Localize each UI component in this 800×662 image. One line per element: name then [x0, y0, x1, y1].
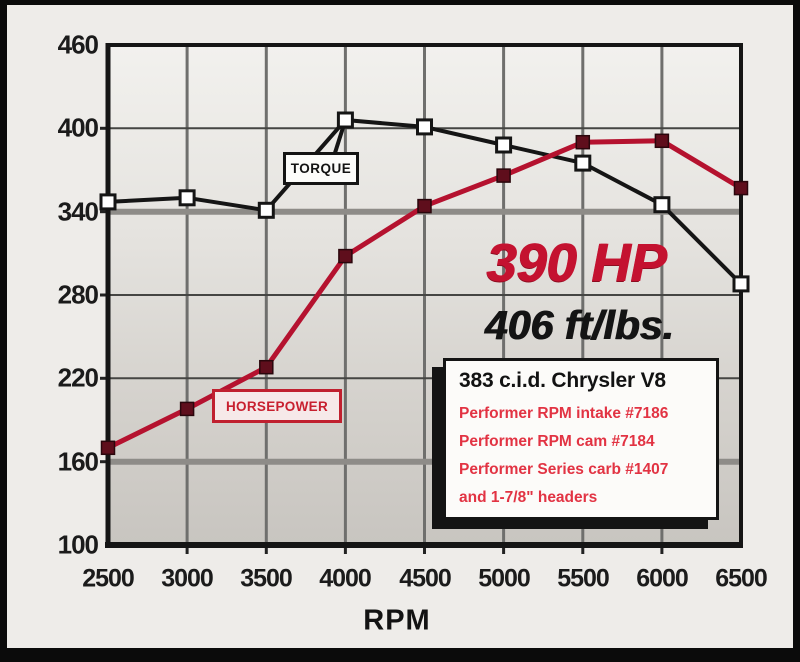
x-tick-label: 3000 [161, 564, 214, 593]
image-border-top [0, 0, 800, 5]
x-tick-label: 4000 [319, 564, 372, 593]
torque-series-label-box: TORQUE [283, 152, 359, 185]
peak-torque-callout: 406 ft/lbs. [484, 302, 674, 348]
y-tick-label: 220 [57, 362, 99, 393]
y-tick-label: 340 [57, 196, 99, 227]
x-tick-label: 4500 [399, 564, 452, 593]
engine-title: 383 c.i.d. Chrysler V8 [459, 369, 666, 392]
x-tick-label: 6500 [715, 564, 768, 593]
spec-line-cam: Performer RPM cam #7184 [459, 433, 655, 450]
image-border-bottom [0, 648, 800, 662]
y-tick-label: 460 [57, 29, 99, 60]
peak-horsepower-callout: 390 HP [485, 233, 667, 293]
horsepower-series-label-box: HORSEPOWER [212, 389, 342, 423]
horsepower-series-label: HORSEPOWER [225, 398, 328, 414]
y-tick-label: 280 [57, 279, 99, 310]
x-tick-label: 5500 [557, 564, 610, 593]
torque-series-label: TORQUE [290, 161, 352, 176]
spec-line-headers: and 1-7/8" headers [459, 489, 598, 506]
y-tick-label: 100 [57, 529, 99, 560]
image-border-right [793, 0, 800, 662]
spec-line-carb: Performer Series carb #1407 [459, 461, 669, 478]
spec-line-intake: Performer RPM intake #7186 [459, 405, 669, 422]
y-tick-label: 160 [57, 446, 99, 477]
image-border-left [0, 0, 7, 662]
x-tick-label: 3500 [240, 564, 293, 593]
engine-spec-box: 383 c.i.d. Chrysler V8 Performer RPM int… [443, 358, 719, 520]
x-tick-label: 5000 [478, 564, 531, 593]
x-tick-label: 2500 [82, 564, 135, 593]
x-axis-title: RPM [363, 604, 431, 637]
y-tick-label: 400 [57, 112, 99, 143]
x-tick-label: 6000 [636, 564, 689, 593]
